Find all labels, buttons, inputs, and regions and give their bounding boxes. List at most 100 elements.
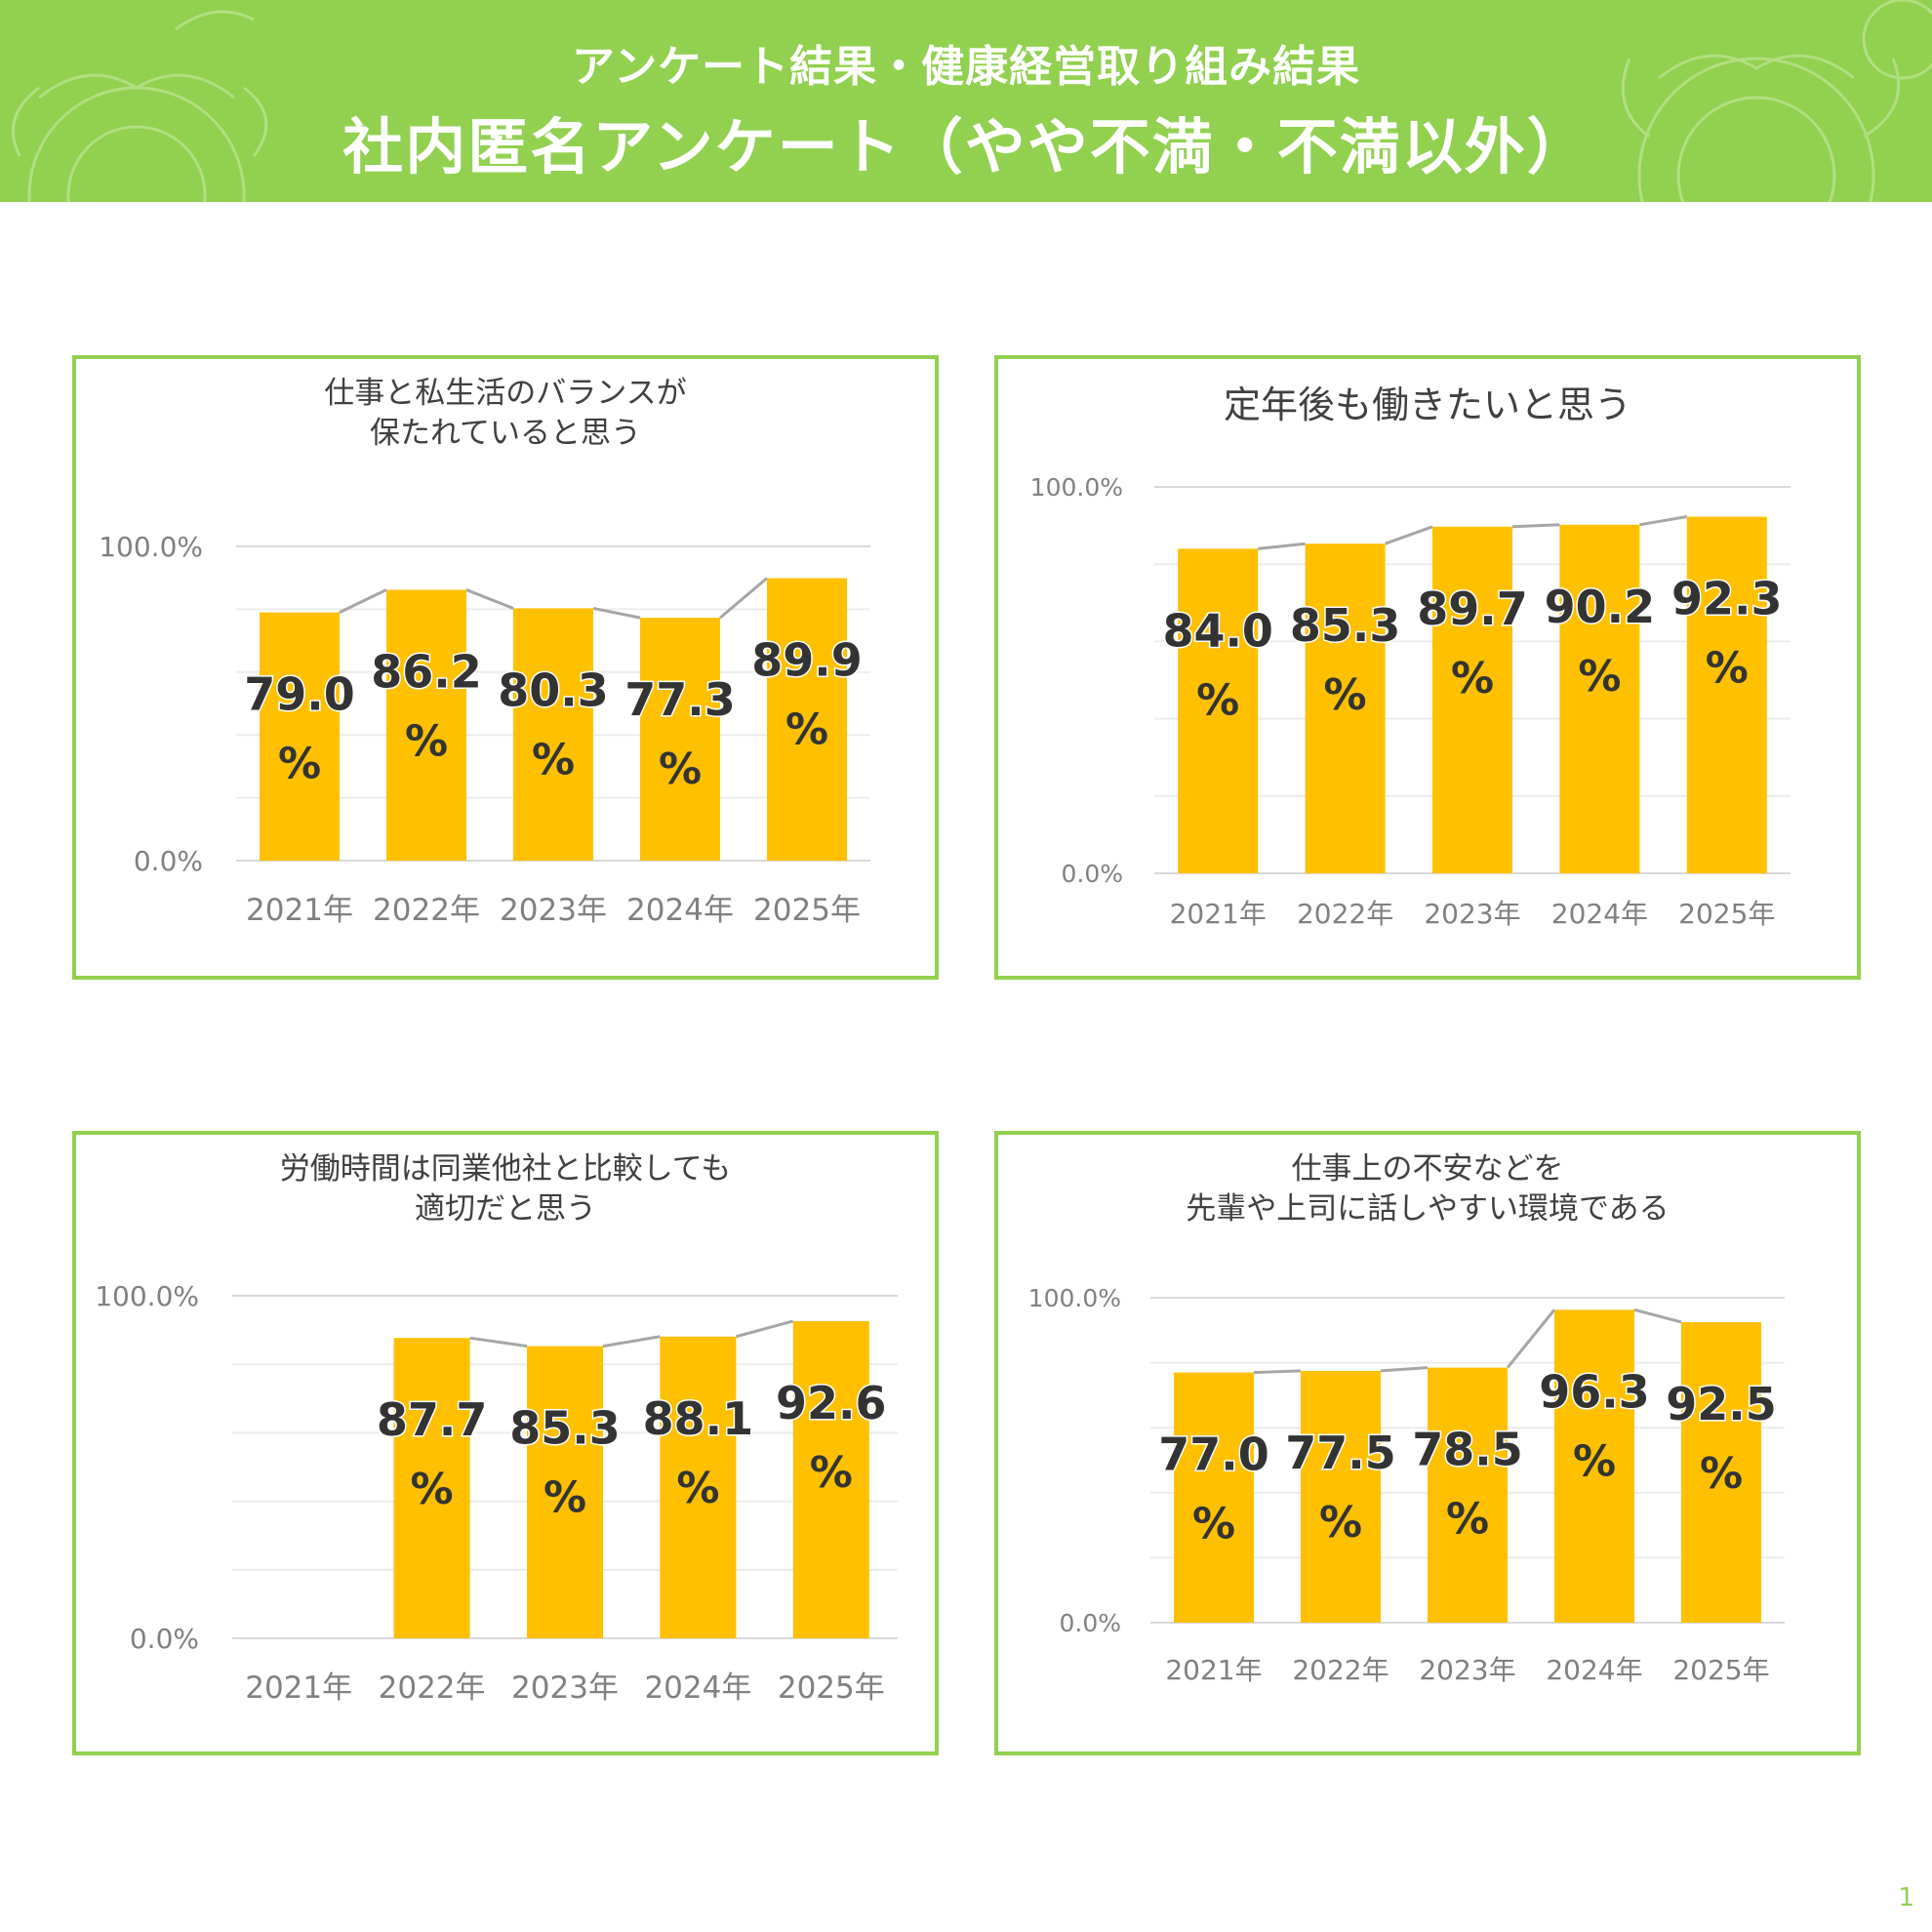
y-tick-label: 100.0% xyxy=(99,531,203,563)
series-line-segment xyxy=(592,606,641,620)
data-label: 87.7 xyxy=(377,1393,488,1446)
page-number: 1 xyxy=(1898,1883,1914,1912)
series-line-segment xyxy=(719,577,768,620)
bar xyxy=(1681,1321,1761,1623)
data-label-percent: % xyxy=(532,735,575,785)
series-line-segment xyxy=(602,1335,661,1348)
bar xyxy=(640,618,720,861)
y-tick-label: 0.0% xyxy=(1059,1609,1121,1637)
series-line-segment xyxy=(1253,1369,1302,1375)
series-line-segment xyxy=(1380,1366,1429,1373)
y-tick-label: 0.0% xyxy=(134,845,203,877)
data-label-percent: % xyxy=(1196,675,1239,725)
chart-panel-work-life-balance: 仕事と私生活のバランスが 保たれていると思う 0.0% 100.0% 79.0% 86.2… xyxy=(72,355,939,980)
bar xyxy=(393,1338,470,1638)
bar xyxy=(1305,543,1386,873)
bar xyxy=(660,1336,737,1638)
data-label: 96.3 xyxy=(1539,1365,1650,1418)
x-tick-label: 2021年 xyxy=(1165,1654,1262,1686)
data-label: 80.3 xyxy=(498,664,609,716)
chart-title: 労働時間は同業他社と比較しても xyxy=(280,1151,732,1187)
x-tick-label: 2025年 xyxy=(1672,1654,1769,1686)
data-label-percent: % xyxy=(1706,643,1749,693)
data-label-percent: % xyxy=(676,1464,719,1513)
data-label: 89.9 xyxy=(751,634,863,687)
data-label-percent: % xyxy=(810,1448,853,1498)
data-label: 90.2 xyxy=(1545,581,1656,633)
bar xyxy=(1174,1372,1254,1623)
chart-title: 定年後も働きたいと思う xyxy=(1224,383,1631,426)
y-tick-label: 100.0% xyxy=(95,1280,199,1312)
data-label-percent: % xyxy=(1451,654,1494,704)
y-tick-label: 100.0% xyxy=(1030,473,1123,502)
header-subtitle: アンケート結果・健康経営取り組み結果 xyxy=(571,42,1361,92)
x-tick-label: 2025年 xyxy=(778,1670,885,1706)
y-tick-label: 0.0% xyxy=(1061,860,1123,888)
data-label-percent: % xyxy=(1573,1436,1616,1486)
data-label: 78.5 xyxy=(1412,1424,1523,1476)
data-label-percent: % xyxy=(1446,1495,1489,1545)
bar xyxy=(1432,526,1512,873)
data-label: 86.2 xyxy=(371,645,482,698)
series-line-segment xyxy=(339,588,387,614)
x-tick-label: 2024年 xyxy=(1551,898,1648,930)
page-title: 社内匿名アンケート（やや不満・不満以外） xyxy=(342,111,1590,182)
chart-title: 保たれていると思う xyxy=(370,416,641,451)
y-tick-label: 0.0% xyxy=(130,1623,199,1655)
series-line-segment xyxy=(1639,515,1688,527)
series-line-segment xyxy=(1385,525,1433,545)
data-label: 77.0 xyxy=(1158,1429,1269,1481)
data-label-percent: % xyxy=(659,745,702,794)
data-label: 88.1 xyxy=(643,1392,754,1445)
data-label: 84.0 xyxy=(1162,604,1273,657)
bar-chart: 定年後も働きたいと思う 0.0% 100.0% 84.0% 85.3% 89.7% 90.2… xyxy=(1030,383,1791,930)
page-header: アンケート結果・健康経営取り組み結果 社内匿名アンケート（やや不満・不満以外） xyxy=(0,0,1932,202)
data-label: 85.3 xyxy=(509,1402,621,1455)
data-label: 79.0 xyxy=(244,668,355,721)
data-label-percent: % xyxy=(1192,1500,1235,1550)
x-tick-label: 2021年 xyxy=(246,893,353,928)
x-tick-label: 2023年 xyxy=(1419,1654,1515,1686)
data-label: 89.7 xyxy=(1417,583,1528,635)
data-label-percent: % xyxy=(1319,1498,1362,1548)
bar xyxy=(1301,1370,1381,1623)
y-tick-label: 100.0% xyxy=(1028,1284,1121,1312)
x-tick-label: 2025年 xyxy=(753,893,861,928)
chart-title: 適切だと思う xyxy=(415,1191,596,1227)
chart-panel-working-hours: 労働時間は同業他社と比較しても 適切だと思う 0.0% 100.0% 87.7% 85.3… xyxy=(72,1131,939,1755)
bar xyxy=(386,589,466,861)
x-tick-label: 2022年 xyxy=(379,1670,486,1706)
x-tick-label: 2021年 xyxy=(245,1670,352,1706)
bar xyxy=(1686,516,1767,873)
x-tick-label: 2025年 xyxy=(1678,898,1775,930)
data-label-percent: % xyxy=(1578,652,1621,702)
data-label: 92.5 xyxy=(1666,1378,1777,1430)
data-label: 77.5 xyxy=(1285,1427,1396,1479)
x-tick-label: 2022年 xyxy=(1292,1654,1389,1686)
data-label-percent: % xyxy=(278,740,321,789)
bar xyxy=(527,1346,603,1638)
data-label-percent: % xyxy=(543,1473,586,1523)
data-label-percent: % xyxy=(785,705,828,755)
chart-title: 仕事と私生活のバランスが xyxy=(324,376,686,411)
series-line-segment xyxy=(1258,542,1306,550)
sunflower-decoration-icon xyxy=(11,0,1932,202)
x-tick-label: 2023年 xyxy=(511,1670,619,1706)
data-label: 85.3 xyxy=(1290,599,1401,652)
x-tick-label: 2024年 xyxy=(644,1670,751,1706)
bar xyxy=(513,608,593,861)
bar xyxy=(1178,548,1259,873)
series-line-segment xyxy=(469,1336,528,1348)
series-line-segment xyxy=(1506,1308,1556,1369)
chart-panel-work-after-retirement: 定年後も働きたいと思う 0.0% 100.0% 84.0% 85.3% 89.7% 90.2… xyxy=(994,355,1861,980)
data-label-percent: % xyxy=(1324,670,1367,720)
x-tick-label: 2023年 xyxy=(500,893,607,928)
bar xyxy=(1559,524,1640,873)
data-label-percent: % xyxy=(411,1465,454,1514)
series-line-segment xyxy=(1511,523,1560,529)
x-tick-label: 2023年 xyxy=(1424,898,1520,930)
chart-title: 先輩や上司に話しやすい環境である xyxy=(1186,1191,1669,1227)
x-tick-label: 2024年 xyxy=(1546,1654,1642,1686)
bar xyxy=(1428,1367,1508,1623)
